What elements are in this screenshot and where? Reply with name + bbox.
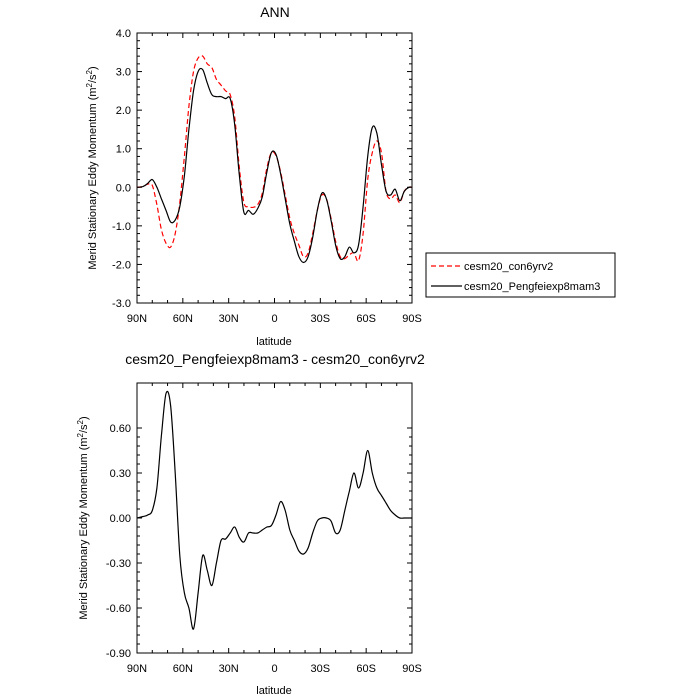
top-y-label-sup2: 2 (85, 69, 94, 74)
bottom-chart-title: cesm20_Pengfeiexp8mam3 - cesm20_con6yrv2 (125, 351, 425, 367)
top-xtick-label: 60S (356, 313, 376, 325)
bottom-chart: cesm20_Pengfeiexp8mam3 - cesm20_con6yrv2… (76, 351, 425, 697)
top-series-line-0 (136, 55, 413, 262)
bottom-y-label-end: ) (78, 416, 90, 420)
top-ytick-label: 4.0 (116, 28, 131, 40)
top-chart: ANN 4.0 3.0 2.0 1.0 0.0 -1.0 -2.0 -3.0 90N 60N 30… (85, 4, 616, 348)
top-ytick-label: -2.0 (112, 259, 131, 271)
legend-label-con6yrv2: cesm20_con6yrv2 (464, 261, 553, 273)
bottom-series-line-0 (136, 390, 412, 630)
top-y-label-mid: /s (87, 74, 99, 83)
bottom-xtick-label: 0 (271, 663, 277, 675)
bottom-y-label-sup1: 2 (76, 432, 85, 437)
bottom-x-axis-label: latitude (256, 685, 291, 697)
bottom-ytick-label: 0.00 (110, 513, 131, 525)
top-plot-frame (136, 32, 413, 304)
bottom-ytick-label: 0.30 (110, 468, 131, 480)
top-ytick-label: 0.0 (116, 182, 131, 194)
top-x-axis-label: latitude (256, 336, 291, 348)
top-y-axis-label: Merid Stationary Eddy Momentum (m2/s2) (85, 66, 99, 269)
top-chart-title: ANN (260, 4, 290, 20)
top-ytick-label: 3.0 (116, 67, 131, 79)
top-y-label-end: ) (87, 66, 99, 70)
top-xtick-label: 90N (127, 313, 147, 325)
bottom-y-label-sup2: 2 (76, 419, 85, 424)
legend-box (425, 252, 616, 298)
bottom-xtick-label: 90S (402, 663, 422, 675)
bottom-ytick-label: -0.90 (106, 648, 131, 660)
bottom-ytick-label: 0.60 (110, 423, 131, 435)
top-ytick-label: 1.0 (116, 144, 131, 156)
top-xtick-label: 90S (402, 313, 422, 325)
bottom-xtick-label: 30N (219, 663, 239, 675)
bottom-y-axis-label: Merid Stationary Eddy Momentum (m2/s2) (76, 416, 90, 619)
top-xtick-label: 60N (173, 313, 193, 325)
top-ytick-label: -1.0 (112, 221, 131, 233)
top-y-label-sup1: 2 (85, 82, 94, 87)
bottom-ytick-label: -0.60 (106, 603, 131, 615)
bottom-y-label-main: Merid Stationary Eddy Momentum (m (78, 437, 90, 619)
legend: cesm20_con6yrv2 cesm20_Pengfeiexp8mam3 (425, 252, 616, 298)
top-y-label-main: Merid Stationary Eddy Momentum (m (87, 87, 99, 269)
bottom-xtick-label: 90N (127, 663, 147, 675)
legend-label-pengfeiexp8mam3: cesm20_Pengfeiexp8mam3 (464, 281, 600, 293)
bottom-xtick-label: 60S (356, 663, 376, 675)
bottom-xtick-label: 60N (173, 663, 193, 675)
top-xtick-label: 30N (219, 313, 239, 325)
top-xtick-label: 30S (311, 313, 331, 325)
bottom-xtick-label: 30S (311, 663, 331, 675)
bottom-ytick-label: -0.30 (106, 558, 131, 570)
top-series-line-1 (136, 67, 413, 264)
top-ytick-label: -3.0 (112, 298, 131, 310)
bottom-y-label-mid: /s (78, 424, 90, 433)
top-ytick-label: 2.0 (116, 105, 131, 117)
top-xtick-label: 0 (271, 313, 277, 325)
